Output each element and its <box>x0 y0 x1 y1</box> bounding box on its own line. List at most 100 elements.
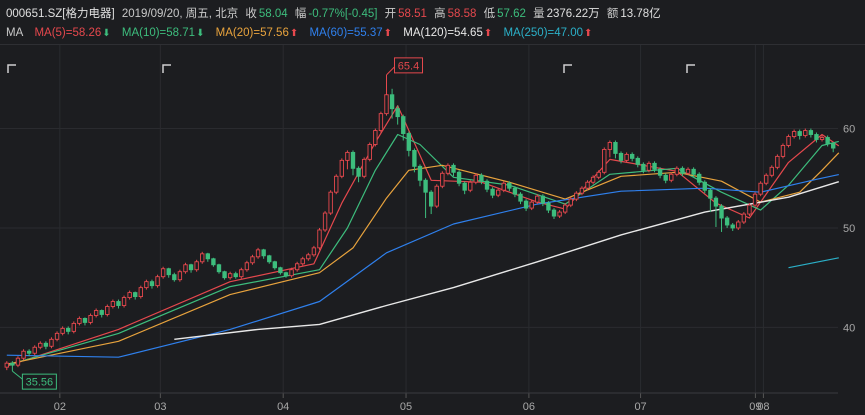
candle-body <box>769 166 774 176</box>
candle-body <box>674 167 680 175</box>
candle-body <box>456 171 462 184</box>
close-label: 收 <box>245 8 257 20</box>
candle-body <box>775 155 780 168</box>
candle-body <box>574 192 579 200</box>
candles-layer <box>4 74 836 372</box>
candle-body <box>613 142 618 154</box>
candle-body <box>133 292 138 298</box>
candle-body <box>283 272 289 277</box>
ma5-legend[interactable]: MA(5)=58.26⬇ <box>34 27 110 39</box>
x-tick-label: 05 <box>400 401 412 413</box>
candle-body <box>468 181 473 191</box>
ma60-value: MA(60)=55.37 <box>309 27 383 39</box>
candle-body <box>428 191 434 207</box>
candle-body <box>127 292 132 299</box>
candle-body <box>702 181 707 191</box>
ma60-line <box>6 174 839 358</box>
chart-grid <box>0 45 838 398</box>
max-price-box <box>393 57 423 74</box>
candle-body <box>172 274 177 281</box>
candle-body <box>713 197 719 207</box>
candle-body <box>21 350 26 359</box>
ma250-legend[interactable]: MA(250)=47.00⬆ <box>503 27 592 39</box>
candle-body <box>32 346 37 354</box>
x-tick-label: 03 <box>154 401 166 413</box>
min-leader <box>12 370 23 380</box>
candle-body <box>373 130 378 145</box>
candle-body <box>216 264 222 273</box>
candle-body <box>708 189 713 199</box>
candle-body <box>568 198 573 206</box>
x-tick-label: 08 <box>757 401 769 413</box>
volume-label: 量 <box>533 8 545 20</box>
candle-body <box>747 204 752 215</box>
ma20-legend[interactable]: MA(20)=57.56⬆ <box>216 27 299 39</box>
candle-body <box>233 273 238 278</box>
change-pct: -0.77% <box>308 8 345 20</box>
y-tick-label: 40 <box>843 322 855 334</box>
candle-body <box>54 332 60 340</box>
arrow-up-icon: ⬆ <box>383 28 393 39</box>
candle-body <box>585 181 590 189</box>
candle-body <box>479 174 484 182</box>
ma-title[interactable]: MA <box>6 27 24 39</box>
ma10-legend[interactable]: MA(10)=58.71⬇ <box>122 27 205 39</box>
candle-body <box>328 191 333 214</box>
candle-body <box>602 148 607 173</box>
candle-body <box>227 273 233 279</box>
x-tick-label: 04 <box>277 401 289 413</box>
ma20-line <box>6 152 840 365</box>
candle-body <box>814 134 819 140</box>
candle-body <box>752 193 758 206</box>
candle-body <box>652 162 657 170</box>
corner-marker-icon <box>7 64 16 73</box>
candle-body <box>294 263 300 271</box>
y-tick-label: 50 <box>843 223 855 235</box>
candle-body <box>155 276 160 287</box>
ma5-line <box>6 105 840 367</box>
quote-date: 2019/09/20, 周五, 北京 <box>121 8 239 20</box>
candle-body <box>278 267 283 274</box>
candle-body <box>412 149 417 167</box>
candle-body <box>529 201 534 209</box>
candle-body <box>579 187 585 194</box>
candle-body <box>758 182 763 195</box>
x-tick-label: 07 <box>634 401 646 413</box>
candle-body <box>361 158 367 177</box>
ma250-value: MA(250)=47.00 <box>503 27 584 39</box>
candle-body <box>741 213 747 223</box>
candle-body <box>378 113 384 131</box>
candle-body <box>563 204 568 213</box>
candle-body <box>641 163 646 171</box>
ma60-legend[interactable]: MA(60)=55.37⬆ <box>309 27 392 39</box>
candle-body <box>255 249 261 258</box>
candle-body <box>15 357 21 366</box>
candle-body <box>38 342 43 348</box>
candle-body <box>417 165 423 181</box>
amount-value: 13.78亿 <box>620 8 661 20</box>
candle-body <box>518 193 523 202</box>
candle-body <box>289 269 294 277</box>
candle-body <box>88 315 93 323</box>
candle-body <box>166 268 171 276</box>
candle-body <box>791 131 797 137</box>
candle-body <box>780 145 786 157</box>
x-tick-label: 06 <box>523 401 535 413</box>
ma120-legend[interactable]: MA(120)=54.65⬆ <box>403 27 492 39</box>
corner-marker-icon <box>162 64 171 73</box>
candle-body <box>121 297 127 306</box>
candle-body <box>512 187 518 195</box>
candle-body <box>66 327 71 332</box>
candle-body <box>590 176 596 183</box>
candle-body <box>819 137 825 140</box>
min-price-label: 35.56 <box>26 377 54 389</box>
candle-body <box>82 317 88 323</box>
open-label: 开 <box>384 8 397 20</box>
candle-body <box>93 310 99 316</box>
candle-body <box>205 253 210 260</box>
candle-body <box>322 212 328 231</box>
ma250-line <box>788 257 839 269</box>
change-abs: [-0.45] <box>344 8 378 20</box>
